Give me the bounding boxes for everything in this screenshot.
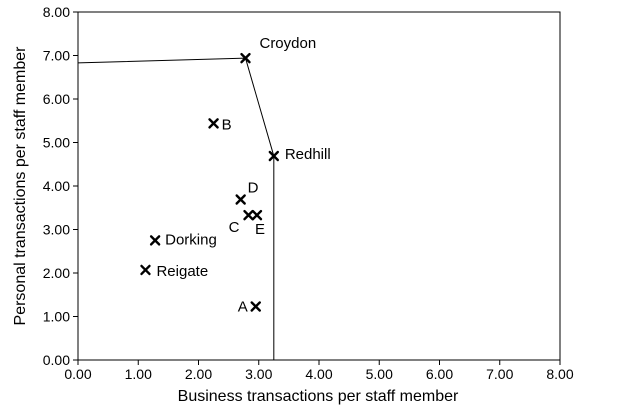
point-marker-stroke [243,209,254,221]
point-label-d: D [248,179,259,196]
point-marker-stroke [140,264,151,276]
y-tick-label: 4.00 [43,178,70,194]
x-tick-label: 4.00 [305,366,332,382]
data-point-a [250,301,261,312]
x-tick-label: 2.00 [185,366,212,382]
point-labels-group: Croydon B Redhill D C E Dorking Reigate A [156,35,330,315]
efficiency-frontier-line [77,57,275,360]
data-point-redhill [268,150,280,162]
y-tick-label: 5.00 [43,135,70,151]
plot-frame [77,11,561,361]
y-tick-label: 2.00 [43,265,70,281]
point-label-e: E [255,221,265,238]
point-marker-stroke [235,194,246,205]
point-label-reigate: Reigate [156,263,208,280]
y-tick-label: 0.00 [43,352,70,368]
x-tick-label: 8.00 [546,366,573,382]
points-group [140,52,280,312]
x-tick-label: 1.00 [125,366,152,382]
x-tick-label: 7.00 [486,366,513,382]
frontier-group [77,57,275,360]
point-label-b: B [222,116,232,133]
point-label-c: C [229,219,240,236]
data-point-reigate [140,264,151,276]
x-tick-label: 3.00 [245,366,272,382]
y-tick-label: 8.00 [43,4,70,20]
x-axis-title: Business transactions per staff member [178,388,459,405]
point-marker-stroke [251,209,263,221]
axes-group: 0.00 1.00 2.00 3.00 4.00 5.00 6.00 7.00 8.00 0.00… [43,4,574,382]
x-tick-label: 5.00 [366,366,393,382]
point-label-croydon: Croydon [259,35,316,52]
point-marker-stroke [268,150,280,162]
x-tick-label: 0.00 [64,366,91,382]
point-marker-stroke [208,118,219,129]
point-label-dorking: Dorking [165,231,217,248]
y-tick-label: 1.00 [43,309,70,325]
point-label-a: A [238,298,248,315]
data-point-c [243,209,254,221]
y-tick-label: 6.00 [43,91,70,107]
data-point-d [235,194,246,205]
data-point-e [251,209,263,221]
point-marker-stroke [240,52,251,64]
data-point-croydon [240,52,251,64]
data-point-b [208,118,219,129]
x-tick-label: 6.00 [426,366,453,382]
y-tick-label: 7.00 [43,48,70,64]
data-point-dorking [149,235,161,246]
point-label-redhill: Redhill [285,146,331,163]
point-marker-stroke [149,235,161,246]
y-tick-label: 3.00 [43,222,70,238]
y-axis-title: Personal transactions per staff member [12,46,29,326]
point-marker-stroke [250,301,261,312]
